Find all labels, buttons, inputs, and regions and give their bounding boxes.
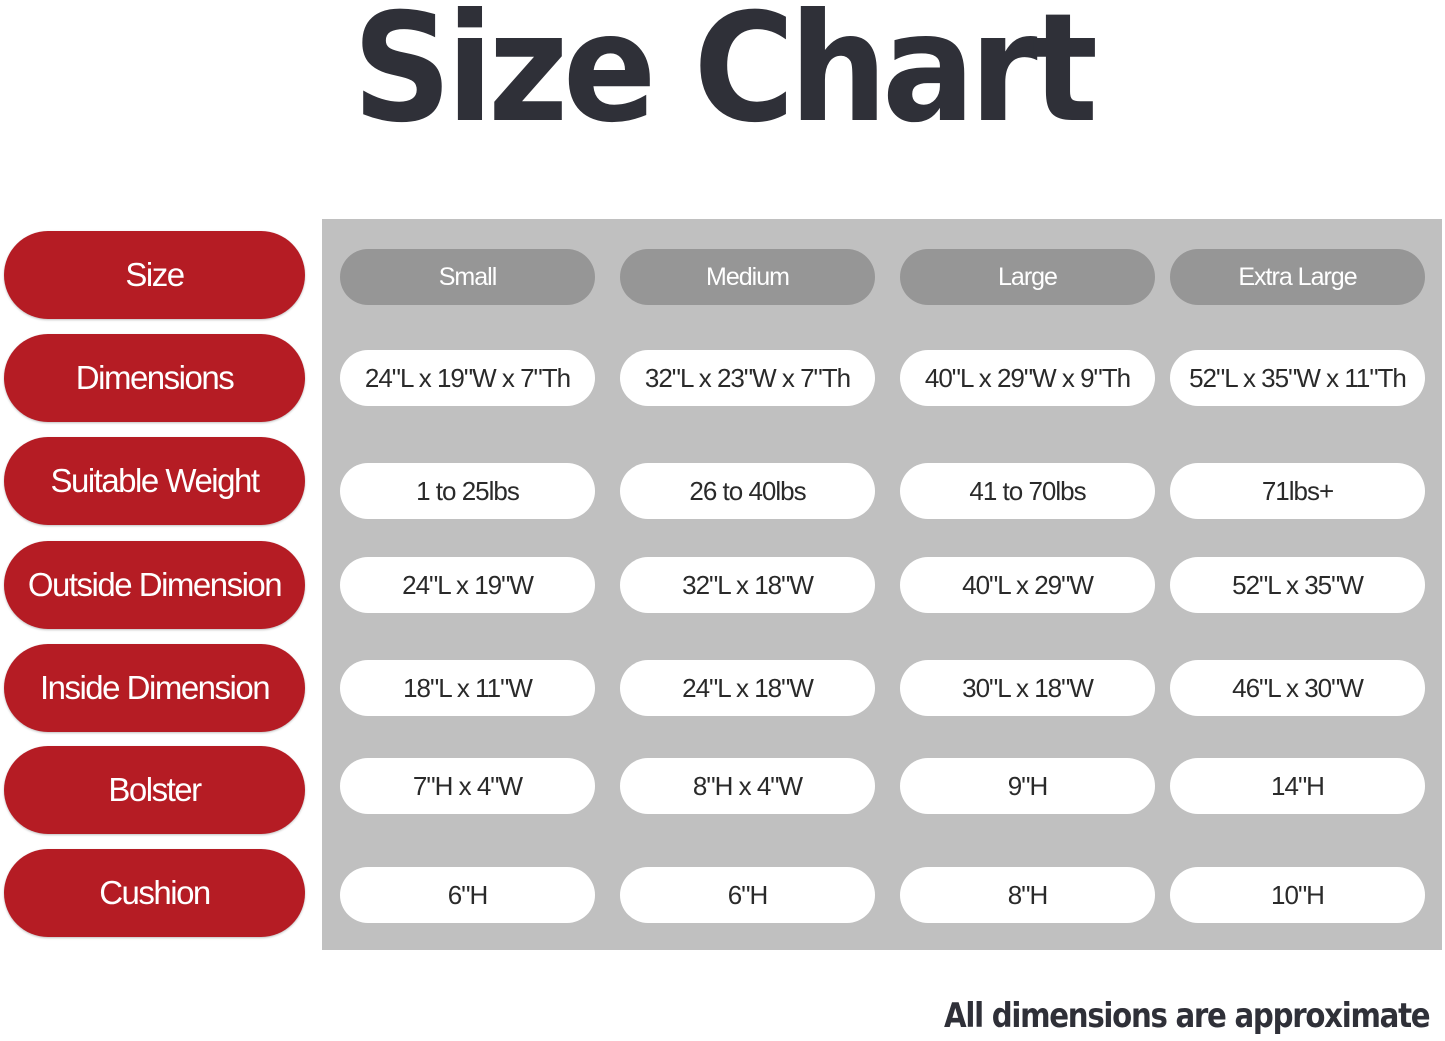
table-cell: 52"L x 35"W [1170,557,1425,613]
table-cell: 7"H x 4"W [340,758,595,814]
table-cell: 18"L x 11"W [340,660,595,716]
row-label: Cushion [4,849,305,937]
row-label: Size [4,231,305,319]
size-header-cell: Extra Large [1170,249,1425,305]
table-cell: 24"L x 18"W [620,660,875,716]
table-cell: 1 to 25lbs [340,463,595,519]
table-cell: 32"L x 23"W x 7"Th [620,350,875,406]
row-label: Outside Dimension [4,541,305,629]
table-cell: 24"L x 19"W [340,557,595,613]
table-cell: 46"L x 30"W [1170,660,1425,716]
size-header-cell: Medium [620,249,875,305]
row-label: Dimensions [4,334,305,422]
table-cell: 32"L x 18"W [620,557,875,613]
disclaimer-note: All dimensions are approximate [943,996,1431,1036]
table-cell: 40"L x 29"W [900,557,1155,613]
table-cell: 8"H x 4"W [620,758,875,814]
page-title: Size Chart [352,0,1098,156]
table-cell: 41 to 70lbs [900,463,1155,519]
table-cell: 71lbs+ [1170,463,1425,519]
table-cell: 26 to 40lbs [620,463,875,519]
row-label: Bolster [4,746,305,834]
table-cell: 6"H [340,867,595,923]
table-cell: 10"H [1170,867,1425,923]
table-cell: 8"H [900,867,1155,923]
table-cell: 52"L x 35"W x 11"Th [1170,350,1425,406]
table-cell: 24"L x 19"W x 7"Th [340,350,595,406]
table-cell: 40"L x 29"W x 9"Th [900,350,1155,406]
table-cell: 6"H [620,867,875,923]
size-header-cell: Small [340,249,595,305]
size-header-cell: Large [900,249,1155,305]
table-cell: 9"H [900,758,1155,814]
table-cell: 14"H [1170,758,1425,814]
row-label: Inside Dimension [4,644,305,732]
table-cell: 30"L x 18"W [900,660,1155,716]
row-label: Suitable Weight [4,437,305,525]
